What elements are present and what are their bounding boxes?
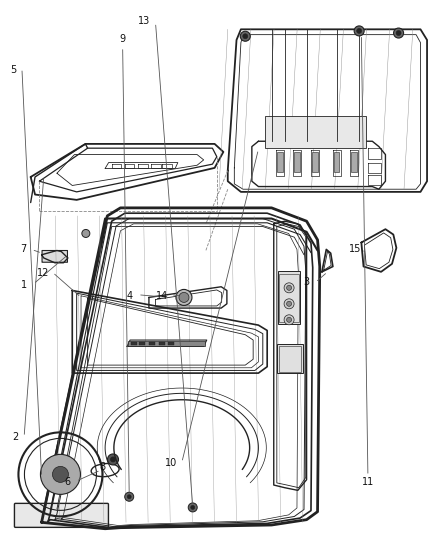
Circle shape bbox=[286, 317, 292, 322]
Bar bbox=[294, 152, 300, 172]
Circle shape bbox=[286, 301, 292, 306]
Text: 10: 10 bbox=[165, 458, 177, 467]
Circle shape bbox=[127, 495, 131, 499]
Circle shape bbox=[53, 466, 68, 482]
Text: 9: 9 bbox=[120, 34, 126, 44]
Text: 12: 12 bbox=[37, 269, 49, 278]
Circle shape bbox=[394, 28, 403, 38]
Text: 13: 13 bbox=[138, 17, 151, 26]
Text: 4: 4 bbox=[126, 291, 132, 301]
Bar bbox=[334, 152, 339, 172]
Text: 8: 8 bbox=[100, 462, 106, 472]
Circle shape bbox=[284, 315, 294, 325]
Text: 5: 5 bbox=[10, 66, 16, 75]
Bar bbox=[128, 341, 205, 346]
Bar bbox=[168, 342, 174, 345]
Text: 7: 7 bbox=[20, 245, 26, 254]
Bar bbox=[278, 271, 300, 324]
Circle shape bbox=[284, 299, 294, 309]
Bar bbox=[149, 342, 155, 345]
Bar bbox=[279, 346, 301, 372]
Circle shape bbox=[357, 28, 362, 34]
Bar bbox=[312, 152, 318, 172]
Bar bbox=[131, 342, 137, 345]
Bar bbox=[159, 342, 165, 345]
Circle shape bbox=[396, 30, 401, 36]
Bar bbox=[279, 274, 299, 322]
FancyBboxPatch shape bbox=[14, 503, 109, 527]
Text: 3: 3 bbox=[304, 278, 310, 287]
Circle shape bbox=[179, 293, 189, 302]
Circle shape bbox=[125, 492, 134, 501]
Circle shape bbox=[284, 283, 294, 293]
Bar bbox=[277, 344, 303, 373]
Circle shape bbox=[107, 454, 119, 465]
FancyBboxPatch shape bbox=[42, 251, 67, 262]
Circle shape bbox=[110, 457, 116, 462]
Circle shape bbox=[40, 454, 81, 495]
Text: 6: 6 bbox=[65, 478, 71, 487]
Circle shape bbox=[82, 229, 90, 238]
Circle shape bbox=[286, 285, 292, 290]
Bar bbox=[351, 152, 357, 172]
Circle shape bbox=[243, 34, 248, 39]
Text: 1: 1 bbox=[21, 280, 27, 290]
Text: 2: 2 bbox=[12, 432, 18, 442]
Text: 14: 14 bbox=[156, 291, 168, 301]
Circle shape bbox=[191, 505, 195, 510]
Circle shape bbox=[354, 26, 364, 36]
Bar bbox=[139, 342, 145, 345]
Circle shape bbox=[176, 289, 192, 305]
Text: 11: 11 bbox=[362, 478, 374, 487]
Bar bbox=[277, 152, 283, 172]
Circle shape bbox=[240, 31, 250, 41]
Text: 15: 15 bbox=[349, 245, 361, 254]
Circle shape bbox=[188, 503, 197, 512]
Bar bbox=[265, 116, 366, 148]
